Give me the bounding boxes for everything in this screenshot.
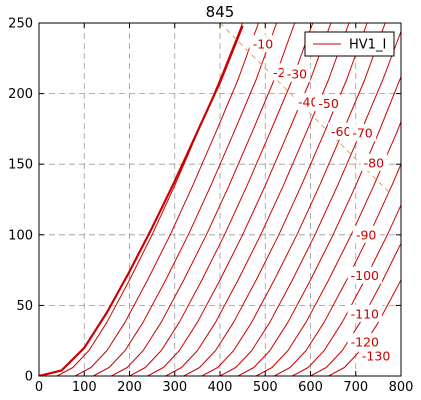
curve-label-group: -70: [349, 124, 376, 142]
curve-label-group: -60: [327, 122, 355, 140]
x-tick-label: 400: [208, 380, 233, 395]
curve-label: -100: [351, 268, 379, 283]
curve-label-background: [358, 347, 394, 365]
curve-label: -70: [352, 126, 372, 141]
y-tick-label: 150: [8, 158, 33, 173]
legend: HV1_I: [304, 31, 395, 57]
plate-curve-0: [39, 25, 244, 376]
curve-label-group: -120: [347, 333, 382, 351]
curve-label-background: [327, 122, 355, 140]
plate-curve-9: [201, 23, 386, 376]
y-tick-label: 200: [8, 87, 33, 102]
x-tick-label: 500: [253, 380, 278, 395]
x-tick-label: 700: [343, 380, 368, 395]
curve-label: -30: [287, 66, 307, 81]
curve-label-group: -90: [352, 225, 380, 243]
curve-label: -90: [356, 227, 376, 242]
x-tick-label: 0: [35, 380, 43, 395]
curve-label-group: -80: [360, 153, 388, 171]
x-tick-label: 800: [389, 380, 414, 395]
curve-label-background: [347, 304, 382, 322]
curve-label: -40: [298, 95, 318, 110]
curve-label-group: -100: [347, 266, 382, 284]
curve-label-group: -50: [315, 94, 342, 112]
plate-curve-4: [111, 23, 296, 376]
plate-curve-5: [129, 23, 314, 376]
curve-label-group: -30: [283, 64, 311, 82]
curve-label-background: [249, 35, 277, 53]
plate-curve-13: [274, 164, 401, 376]
y-tick-label: 250: [8, 17, 33, 32]
curve-label: -50: [318, 96, 338, 111]
chart-title: 845: [206, 3, 235, 21]
plate-curve-12: [255, 121, 401, 376]
x-tick-label: 300: [162, 380, 187, 395]
y-tick-label: 100: [8, 228, 33, 243]
grid-lines: [39, 23, 401, 376]
x-tick-label: 200: [117, 380, 142, 395]
curve-label-background: [352, 225, 380, 243]
curve-label-background: [347, 333, 382, 351]
x-tick-label: 600: [298, 380, 323, 395]
legend-entry: HV1_I: [349, 38, 386, 53]
curve-label-group: -10: [249, 35, 277, 53]
curve-label: -130: [362, 349, 390, 364]
plate-curve-14: [292, 204, 401, 376]
x-tick-label: 100: [72, 380, 97, 395]
curve-label-background: [294, 93, 322, 111]
y-tick-label: 0: [25, 370, 33, 385]
plate-curve-2: [74, 23, 259, 376]
curve-label-background: [283, 64, 311, 82]
curve-label-background: [349, 124, 376, 142]
curve-label-background: [360, 153, 388, 171]
curve-label: -110: [351, 306, 379, 321]
y-tick-label: 50: [16, 299, 33, 314]
curve-labels: -10-20-30-40 -50-60 -70-80-90-100-110-120-…: [249, 35, 394, 365]
curve-label-group: -110: [347, 304, 382, 322]
curve-label-background: [315, 94, 342, 112]
curve-label-background: [347, 266, 382, 284]
axes: 0 100 200 300 400 500 600 700 800 0 50 100 150 200 250: [8, 17, 413, 396]
curve-label: -80: [364, 155, 384, 170]
curve-label: -120: [351, 335, 379, 350]
curve-label: -10: [253, 37, 273, 52]
plate-curve-11: [237, 76, 401, 376]
plate-curve-3: [93, 23, 278, 376]
curve-label-group: -130: [358, 347, 394, 365]
plate-curve-10: [219, 31, 401, 376]
curve-label: -60: [331, 124, 351, 139]
plate-curve-1: [56, 23, 244, 376]
curve-label-group: -40: [294, 93, 322, 111]
